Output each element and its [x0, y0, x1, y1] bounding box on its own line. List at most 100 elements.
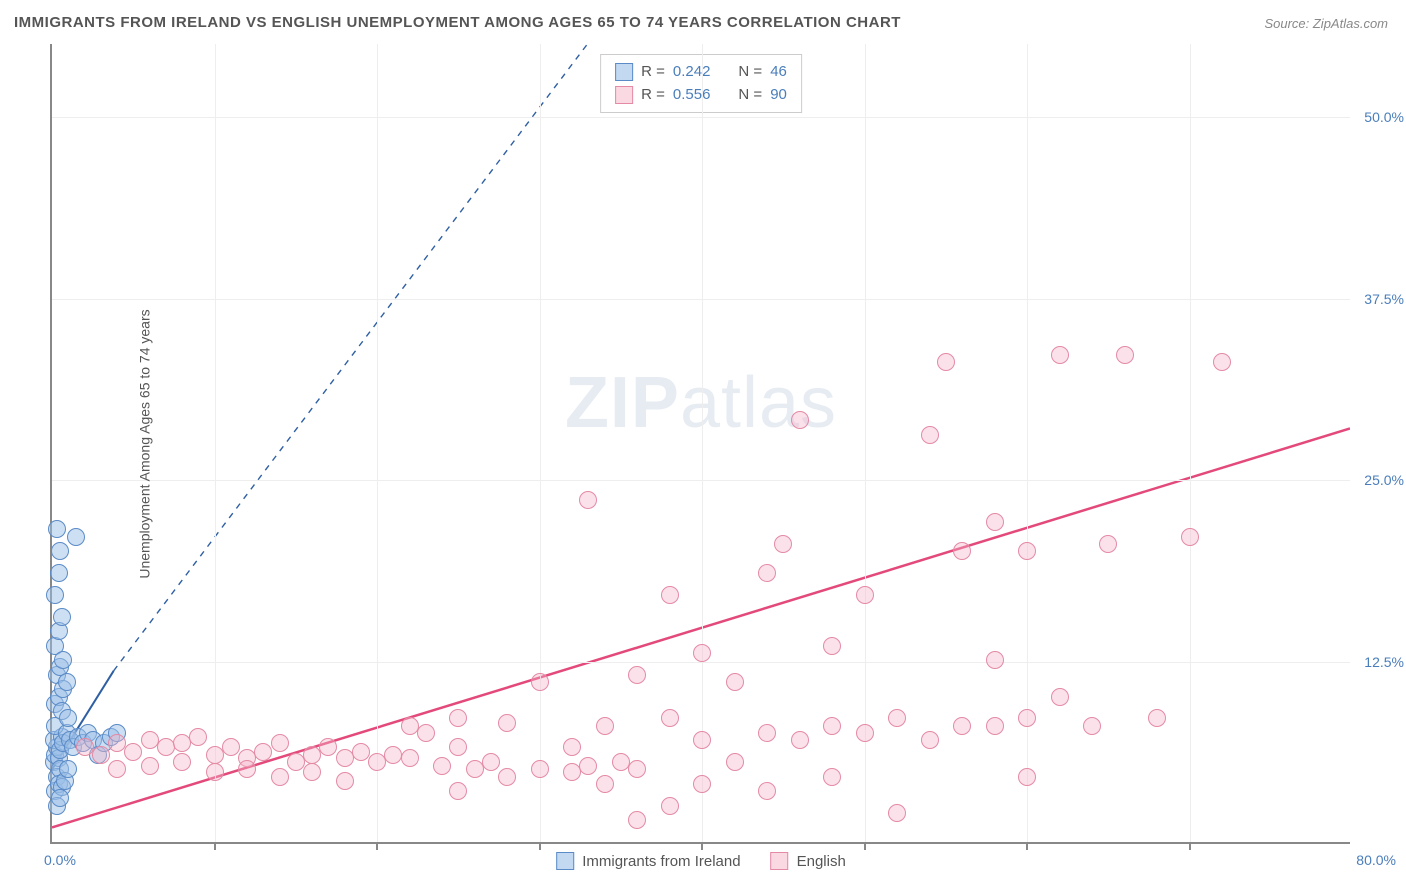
x-tick	[214, 842, 216, 850]
legend-row-ireland: R = 0.242 N = 46	[615, 61, 787, 84]
data-point	[51, 542, 69, 560]
legend-label: Immigrants from Ireland	[582, 853, 740, 870]
data-point	[417, 724, 435, 742]
data-point	[693, 775, 711, 793]
data-point	[271, 768, 289, 786]
data-point	[287, 753, 305, 771]
gridline-h	[52, 480, 1350, 481]
chart-title: IMMIGRANTS FROM IRELAND VS ENGLISH UNEMP…	[14, 14, 901, 31]
data-point	[173, 753, 191, 771]
data-point	[482, 753, 500, 771]
data-point	[449, 738, 467, 756]
data-point	[531, 760, 549, 778]
data-point	[303, 763, 321, 781]
data-point	[628, 666, 646, 684]
data-point	[59, 709, 77, 727]
data-point	[628, 760, 646, 778]
data-point	[774, 535, 792, 553]
gridline-v	[702, 44, 703, 842]
data-point	[1083, 717, 1101, 735]
data-point	[222, 738, 240, 756]
n-value: 90	[770, 84, 787, 107]
x-tick	[539, 842, 541, 850]
watermark: ZIPatlas	[565, 362, 837, 444]
data-point	[856, 586, 874, 604]
data-point	[433, 757, 451, 775]
data-point	[1051, 346, 1069, 364]
data-point	[54, 651, 72, 669]
data-point	[1018, 709, 1036, 727]
data-point	[596, 717, 614, 735]
data-point	[92, 746, 110, 764]
correlation-legend: R = 0.242 N = 46 R = 0.556 N = 90	[600, 54, 802, 113]
data-point	[58, 673, 76, 691]
data-point	[108, 760, 126, 778]
data-point	[319, 738, 337, 756]
gridline-v	[865, 44, 866, 842]
data-point	[1051, 688, 1069, 706]
data-point	[628, 811, 646, 829]
n-label: N =	[738, 84, 762, 107]
data-point	[449, 709, 467, 727]
data-point	[986, 513, 1004, 531]
r-label: R =	[641, 84, 665, 107]
swatch-blue	[556, 852, 574, 870]
data-point	[384, 746, 402, 764]
data-point	[856, 724, 874, 742]
data-point	[953, 542, 971, 560]
data-point	[108, 734, 126, 752]
data-point	[238, 760, 256, 778]
gridline-h	[52, 117, 1350, 118]
data-point	[206, 763, 224, 781]
data-point	[758, 564, 776, 582]
source-attribution: Source: ZipAtlas.com	[1264, 16, 1388, 31]
data-point	[693, 644, 711, 662]
y-tick-label: 50.0%	[1354, 109, 1404, 125]
data-point	[693, 731, 711, 749]
data-point	[189, 728, 207, 746]
data-point	[1099, 535, 1117, 553]
swatch-blue	[615, 63, 633, 81]
gridline-v	[540, 44, 541, 842]
data-point	[466, 760, 484, 778]
data-point	[1116, 346, 1134, 364]
data-point	[661, 797, 679, 815]
data-point	[157, 738, 175, 756]
swatch-pink	[771, 852, 789, 870]
gridline-h	[52, 299, 1350, 300]
data-point	[596, 775, 614, 793]
data-point	[271, 734, 289, 752]
chart-area: ZIPatlas R = 0.242 N = 46 R = 0.556 N = …	[50, 44, 1390, 844]
data-point	[531, 673, 549, 691]
x-tick	[376, 842, 378, 850]
data-point	[1213, 353, 1231, 371]
data-point	[823, 717, 841, 735]
data-point	[67, 528, 85, 546]
legend-row-english: R = 0.556 N = 90	[615, 84, 787, 107]
scatter-plot: ZIPatlas R = 0.242 N = 46 R = 0.556 N = …	[50, 44, 1350, 844]
x-tick	[701, 842, 703, 850]
data-point	[50, 564, 68, 582]
data-point	[937, 353, 955, 371]
y-tick-label: 12.5%	[1354, 654, 1404, 670]
data-point	[726, 673, 744, 691]
data-point	[726, 753, 744, 771]
gridline-v	[1190, 44, 1191, 842]
series-legend: Immigrants from Ireland English	[556, 852, 846, 870]
data-point	[336, 772, 354, 790]
y-tick-label: 37.5%	[1354, 291, 1404, 307]
data-point	[53, 608, 71, 626]
data-point	[579, 757, 597, 775]
r-value: 0.242	[673, 61, 711, 84]
data-point	[921, 426, 939, 444]
data-point	[46, 586, 64, 604]
data-point	[124, 743, 142, 761]
data-point	[1018, 542, 1036, 560]
y-tick-label: 25.0%	[1354, 472, 1404, 488]
x-tick	[864, 842, 866, 850]
x-axis-max-label: 80.0%	[1356, 852, 1396, 868]
swatch-pink	[615, 86, 633, 104]
data-point	[48, 520, 66, 538]
r-label: R =	[641, 61, 665, 84]
data-point	[254, 743, 272, 761]
